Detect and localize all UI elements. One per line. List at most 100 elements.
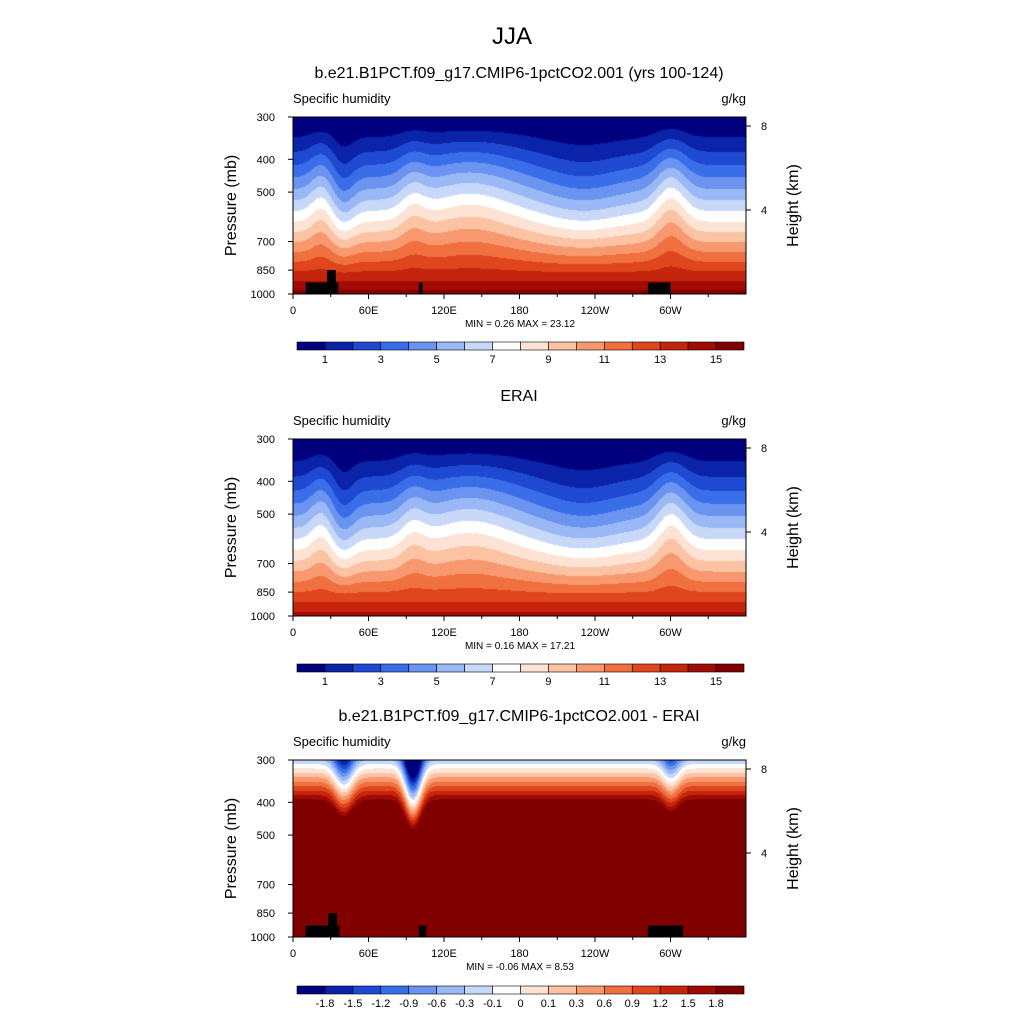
- minmax-min-label: MIN =: [466, 962, 496, 973]
- y-axis-title: Pressure (mb): [223, 155, 240, 256]
- panel-units-label: g/kg: [721, 734, 746, 749]
- colorbar-label: 13: [654, 354, 666, 366]
- y-tick-label: 300: [257, 755, 275, 767]
- colorbar-swatch: [604, 663, 633, 673]
- panel-units-label: g/kg: [721, 91, 746, 106]
- colorbar-swatch: [548, 341, 577, 351]
- y-tick-label: 500: [257, 830, 275, 842]
- colorbar-swatch: [631, 341, 661, 351]
- y-tick-label: 850: [257, 265, 275, 277]
- colorbar-swatch: [436, 663, 465, 673]
- colorbar-swatch: [715, 663, 745, 673]
- colorbar-label: 7: [490, 676, 496, 688]
- x-tick-label: 60E: [359, 627, 379, 639]
- x-tick-label: 180: [510, 948, 528, 960]
- min-max-summary: MIN = 0.26 MAX = 23.12: [465, 319, 576, 330]
- colorbar-swatch: [520, 341, 549, 351]
- colorbar-label: 15: [710, 676, 722, 688]
- y2-axis-title: Height (km): [785, 164, 802, 247]
- colorbar-swatch: [548, 985, 577, 995]
- colorbar-swatch: [324, 985, 354, 995]
- x-tick-label: 120W: [581, 948, 610, 960]
- x-tick-label: 0: [290, 948, 296, 960]
- minmax-min: 0.16: [495, 641, 517, 652]
- colorbar-swatch: [715, 341, 745, 351]
- colorbar-swatch: [659, 663, 689, 673]
- y-tick-label: 400: [257, 476, 275, 488]
- colorbar-swatch: [659, 985, 689, 995]
- x-tick-label: 60W: [659, 948, 682, 960]
- minmax-min: 0.26: [495, 319, 517, 330]
- colorbar-swatch: [296, 341, 326, 351]
- colorbar-label: -1.8: [315, 998, 334, 1010]
- colorbar-swatch: [631, 985, 661, 995]
- panel-left-label: Specific humidity: [293, 413, 391, 428]
- colorbar-label: 1.2: [653, 998, 668, 1010]
- x-tick-label: 60W: [659, 305, 682, 317]
- colorbar-label: 0.3: [569, 998, 584, 1010]
- colorbar-label: 1.5: [680, 998, 695, 1010]
- minmax-max-label: MAX =: [517, 319, 550, 330]
- colorbar-swatch: [464, 663, 493, 673]
- panel-title: b.e21.B1PCT.f09_g17.CMIP6-1pctCO2.001 - …: [338, 708, 699, 725]
- panel-title: ERAI: [500, 388, 537, 405]
- land-mask: [328, 913, 338, 937]
- x-tick-label: 120E: [431, 948, 457, 960]
- min-max-summary: MIN = 0.16 MAX = 17.21: [465, 641, 576, 652]
- colorbar-swatch: [296, 985, 326, 995]
- colorbar-swatch: [408, 341, 437, 351]
- colorbar-swatch: [408, 663, 437, 673]
- y-tick-label: 300: [257, 112, 275, 124]
- panel-left-label: Specific humidity: [293, 91, 391, 106]
- colorbar-swatch: [436, 985, 465, 995]
- colorbar-swatch: [380, 341, 410, 351]
- y-axis-title: Pressure (mb): [223, 477, 240, 578]
- land-mask: [647, 925, 684, 937]
- colorbar-swatch: [687, 341, 717, 351]
- minmax-max: 17.21: [550, 641, 575, 652]
- colorbar-label: 1: [322, 676, 328, 688]
- x-tick-label: 180: [510, 305, 528, 317]
- land-mask: [326, 270, 336, 294]
- colorbar-swatch: [324, 341, 354, 351]
- colorbar-swatch: [715, 985, 745, 995]
- x-tick-label: 60E: [359, 948, 379, 960]
- height-tick-label: 8: [761, 121, 767, 133]
- colorbar-label: 1.8: [708, 998, 723, 1010]
- colorbar-label: -1.2: [371, 998, 390, 1010]
- colorbar-swatch: [548, 663, 577, 673]
- colorbar-label: -0.1: [483, 998, 502, 1010]
- figure-title: JJA: [492, 23, 532, 50]
- colorbar-label: 3: [378, 676, 384, 688]
- x-tick-label: 0: [290, 305, 296, 317]
- height-tick-label: 4: [761, 527, 767, 539]
- panel-2: ERAI Specific humidity g/kg 0 60E 120E 180 120W…: [223, 388, 802, 688]
- colorbar-swatch: [576, 985, 605, 995]
- colorbar-swatch: [380, 663, 410, 673]
- x-tick-label: 120W: [581, 627, 610, 639]
- colorbar-label: 0: [517, 998, 523, 1010]
- colorbar-swatch: [352, 985, 382, 995]
- y-tick-label: 700: [257, 559, 275, 571]
- colorbar-label: 0.6: [597, 998, 612, 1010]
- minmax-max: 23.12: [550, 319, 575, 330]
- colorbar-label: -0.6: [427, 998, 446, 1010]
- colorbar-label: 11: [599, 676, 610, 688]
- colorbar-label: 5: [434, 676, 440, 688]
- panel-title: b.e21.B1PCT.f09_g17.CMIP6-1pctCO2.001 (y…: [314, 65, 723, 82]
- colorbar-label: 1: [322, 354, 328, 366]
- colorbar-swatch: [520, 663, 549, 673]
- x-tick-label: 60W: [659, 627, 682, 639]
- panel-3: b.e21.B1PCT.f09_g17.CMIP6-1pctCO2.001 - …: [223, 708, 802, 1010]
- minmax-min: -0.06: [496, 962, 522, 973]
- colorbar-swatch: [604, 985, 633, 995]
- colorbar-label: 15: [710, 354, 722, 366]
- y-tick-label: 1000: [251, 289, 275, 301]
- minmax-min-label: MIN =: [465, 641, 495, 652]
- colorbar-swatch: [492, 985, 521, 995]
- x-tick-label: 120W: [581, 305, 610, 317]
- minmax-max-label: MAX =: [521, 962, 554, 973]
- land-mask: [647, 282, 671, 294]
- y-tick-label: 500: [257, 509, 275, 521]
